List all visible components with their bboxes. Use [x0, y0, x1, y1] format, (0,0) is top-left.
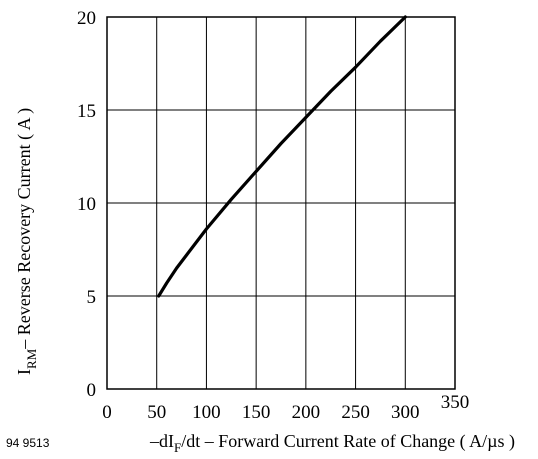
y-tick-label: 5: [87, 287, 97, 308]
figure-id: 94 9513: [6, 436, 50, 450]
y-axis-title: IRM– Reverse Recovery Current ( A ): [14, 108, 39, 375]
x-tick-label: 50: [147, 402, 166, 423]
x-axis-title: –dIF/dt – Forward Current Rate of Change…: [149, 431, 515, 455]
y-tick-label: 20: [77, 8, 96, 29]
y-tick-label: 10: [77, 194, 96, 215]
x-tick-label: 250: [341, 402, 370, 423]
plot-frame: [106, 16, 456, 390]
x-tick-label: 200: [292, 402, 321, 423]
grid-lines: [107, 17, 455, 389]
x-tick-label: 300: [391, 402, 420, 423]
tick-labels: 0 50 100 150 200 250 300 350 0 5 10 15 20: [77, 8, 469, 423]
x-tick-label: 350: [441, 392, 470, 413]
x-tick-label: 0: [102, 402, 112, 423]
x-tick-label: 150: [242, 402, 271, 423]
y-tick-label: 0: [87, 380, 97, 401]
y-tick-label: 15: [77, 101, 96, 122]
series-line: [157, 15, 407, 298]
x-tick-label: 100: [192, 402, 221, 423]
